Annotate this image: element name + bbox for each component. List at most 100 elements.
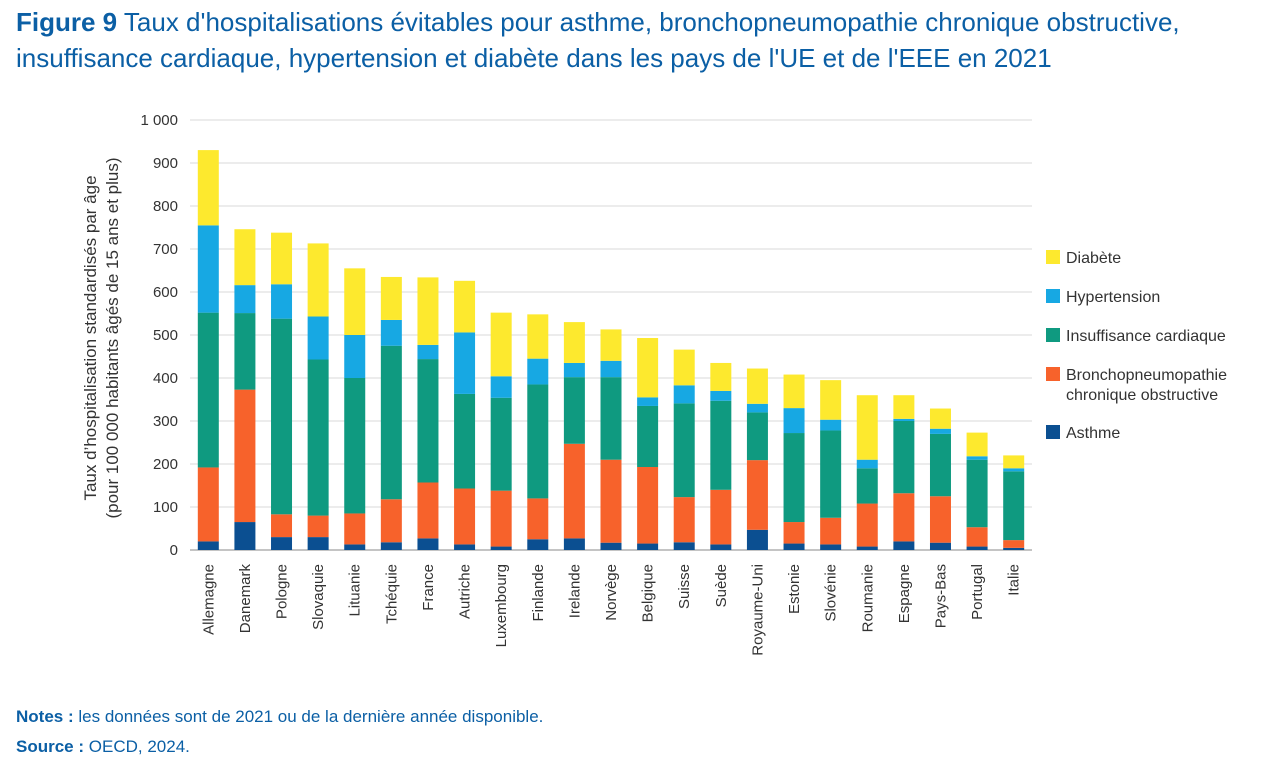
bar-segment bbox=[380, 345, 402, 500]
bar-segment bbox=[637, 338, 659, 398]
bar-segment bbox=[929, 428, 951, 434]
bar-segment bbox=[307, 537, 329, 550]
bar-segment bbox=[893, 493, 915, 542]
bar-segment bbox=[820, 380, 842, 420]
notes-line: Notes : les données sont de 2021 ou de l… bbox=[16, 702, 543, 732]
bar-segment bbox=[454, 488, 476, 545]
legend-label: Diabète bbox=[1066, 250, 1121, 267]
bar-segment bbox=[820, 544, 842, 550]
bar-segment bbox=[490, 546, 512, 550]
bar-segment bbox=[527, 384, 549, 499]
x-tick-label: Suisse bbox=[676, 564, 693, 609]
x-tick-label: Irelande bbox=[566, 564, 583, 618]
bar-segment bbox=[234, 313, 256, 390]
bar-segment bbox=[271, 537, 293, 550]
stacked-bar-chart: 0 100 200 300 400 500 600 700 800 900 1 000 Allema… bbox=[81, 112, 1227, 656]
bar-segment bbox=[490, 376, 512, 398]
y-tick-label: 1 000 bbox=[140, 112, 178, 129]
bar-segment bbox=[454, 544, 476, 550]
x-tick-label: Finlande bbox=[530, 564, 547, 622]
figure-title-text: Taux d'hospitalisations évitables pour a… bbox=[16, 7, 1180, 73]
bar-segment bbox=[527, 314, 549, 359]
bar-segment bbox=[234, 285, 256, 314]
bar-segment bbox=[929, 496, 951, 543]
legend: Diabète Hypertension Insuffisance cardiaqu… bbox=[1046, 250, 1227, 442]
bar-segment bbox=[600, 329, 622, 361]
legend-item: Hypertension bbox=[1046, 289, 1160, 306]
bar-segment bbox=[527, 358, 549, 385]
notes-text: les données sont de 2021 ou de la derniè… bbox=[78, 707, 544, 726]
x-tick-label: Portugal bbox=[969, 564, 986, 620]
y-tick-label: 700 bbox=[153, 241, 178, 258]
bar-stack bbox=[380, 276, 402, 550]
bar-segment bbox=[820, 430, 842, 518]
bar-segment bbox=[454, 280, 476, 333]
bar-segment bbox=[271, 514, 293, 538]
bar-segment bbox=[783, 522, 805, 544]
bar-stack bbox=[710, 362, 732, 550]
bar-stack bbox=[966, 432, 988, 550]
bar-segment bbox=[344, 335, 366, 378]
x-tick-label: Royaume-Uni bbox=[749, 564, 766, 656]
bar-stack bbox=[856, 395, 878, 550]
bar-segment bbox=[966, 546, 988, 550]
bar-segment bbox=[417, 482, 439, 539]
bar-segment bbox=[1003, 455, 1025, 469]
bar-segment bbox=[673, 497, 695, 543]
bar-segment bbox=[637, 543, 659, 550]
bar-segment bbox=[856, 468, 878, 504]
x-axis-ticks: Allemagne Danemark Pologne Slovaquie Lituani… bbox=[200, 564, 1022, 656]
bar-stack bbox=[490, 312, 512, 550]
bar-segment bbox=[673, 385, 695, 404]
source-text: OECD, 2024. bbox=[88, 737, 190, 756]
legend-label: Asthme bbox=[1066, 425, 1120, 442]
bar-segment bbox=[197, 225, 219, 313]
bar-segment bbox=[1003, 471, 1025, 541]
bar-segment bbox=[527, 539, 549, 550]
legend-label: chronique obstructive bbox=[1066, 387, 1218, 404]
legend-item: Bronchopneumopathie chronique obstructive bbox=[1046, 367, 1227, 404]
bar-stack bbox=[527, 314, 549, 550]
bar-segment bbox=[380, 542, 402, 550]
bar-stack bbox=[637, 338, 659, 550]
bars bbox=[197, 150, 1025, 550]
bar-segment bbox=[710, 544, 732, 550]
legend-item: Diabète bbox=[1046, 250, 1121, 267]
bar-stack bbox=[234, 229, 256, 550]
bar-segment bbox=[710, 390, 732, 401]
x-tick-label: Estonie bbox=[786, 564, 803, 614]
bar-segment bbox=[380, 276, 402, 320]
bar-segment bbox=[746, 529, 768, 550]
bar-segment bbox=[417, 359, 439, 483]
bar-segment bbox=[929, 542, 951, 550]
bar-segment bbox=[710, 362, 732, 391]
bar-segment bbox=[197, 312, 219, 468]
bar-segment bbox=[234, 389, 256, 523]
legend-swatch bbox=[1046, 367, 1060, 381]
notes-block: Notes : les données sont de 2021 ou de l… bbox=[16, 702, 543, 762]
bar-segment bbox=[1003, 547, 1025, 550]
bar-segment bbox=[197, 467, 219, 542]
bar-segment bbox=[454, 393, 476, 489]
y-tick-label: 800 bbox=[153, 198, 178, 215]
bar-segment bbox=[746, 403, 768, 413]
bar-segment bbox=[563, 538, 585, 550]
bar-segment bbox=[966, 432, 988, 457]
x-tick-label: Pologne bbox=[274, 564, 291, 619]
legend-label: Bronchopneumopathie bbox=[1066, 367, 1227, 384]
bar-stack bbox=[1003, 455, 1025, 550]
legend-swatch bbox=[1046, 250, 1060, 264]
bar-stack bbox=[344, 268, 366, 550]
bar-segment bbox=[783, 374, 805, 409]
bar-segment bbox=[1003, 468, 1025, 472]
y-axis-label-line1: Taux d’hospitalisation standardisés par … bbox=[81, 175, 100, 500]
legend-label: Insuffisance cardiaque bbox=[1066, 328, 1226, 345]
x-tick-label: Lituanie bbox=[347, 564, 364, 617]
bar-segment bbox=[673, 403, 695, 498]
x-tick-label: Tchéquie bbox=[383, 564, 400, 624]
bar-segment bbox=[563, 322, 585, 363]
bar-stack bbox=[454, 280, 476, 550]
bar-segment bbox=[856, 546, 878, 550]
x-tick-label: Pays-Bas bbox=[932, 564, 949, 628]
y-tick-label: 600 bbox=[153, 284, 178, 301]
